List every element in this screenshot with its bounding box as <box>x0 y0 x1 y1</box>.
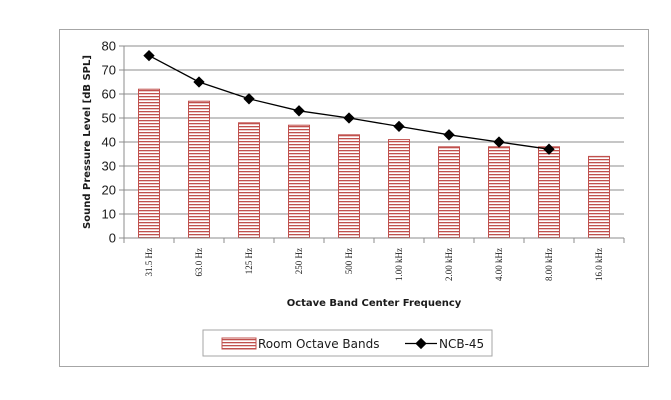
x-tick-label: 1.00 kHz <box>394 248 404 281</box>
bar-2-00-khz <box>438 146 460 239</box>
x-tick-label: 8.00 kHz <box>544 248 554 281</box>
bar-250-hz <box>288 124 310 239</box>
y-tick-label: 40 <box>102 135 116 150</box>
bar-8-00-khz <box>538 146 560 239</box>
bar-16-0-khz <box>588 155 610 239</box>
y-tick-label: 30 <box>102 159 116 174</box>
bar-63-0-hz <box>188 100 210 239</box>
ncb-45-marker <box>193 76 205 88</box>
x-tick-label: 500 Hz <box>344 248 354 274</box>
bar-125-hz <box>238 122 260 239</box>
x-tick-label: 16.0 kHz <box>594 248 604 281</box>
y-tick-label: 50 <box>102 111 116 126</box>
x-tick-label: 250 Hz <box>294 248 304 274</box>
ncb-45-marker <box>493 136 505 148</box>
axes <box>119 45 625 243</box>
bar-4-00-khz <box>488 146 510 239</box>
y-tick-label: 20 <box>102 183 116 198</box>
x-tick-labels: 31.5 Hz 63.0 Hz 125 Hz 250 Hz 500 Hz 1.00 kHz… <box>144 248 604 281</box>
ncb-45-marker <box>293 105 305 117</box>
x-tick-label: 31.5 Hz <box>144 248 154 277</box>
ncb-45-marker <box>143 49 155 62</box>
y-tick-label: 0 <box>109 231 116 246</box>
ncb-45-marker <box>443 129 455 141</box>
y-tick-label: 10 <box>102 207 116 222</box>
y-tick-label: 60 <box>102 87 116 102</box>
legend-label-ncb-45: NCB-45 <box>439 337 484 351</box>
x-tick-label: 2.00 kHz <box>444 248 454 281</box>
bar-500-hz <box>338 134 360 239</box>
ncb-45-marker <box>343 112 355 124</box>
legend-swatch-room-octave-bands <box>221 337 257 350</box>
y-axis-title: Sound Pressure Level [dB SPL] <box>82 55 93 229</box>
y-tick-labels: 0 10 20 30 40 50 60 70 80 <box>102 39 116 246</box>
x-tick-label: 63.0 Hz <box>194 248 204 277</box>
bar-31-5-hz <box>138 88 160 239</box>
legend-swatch-ncb-45-marker <box>415 337 427 350</box>
ncb-45-marker <box>393 120 405 133</box>
legend-label-room-octave-bands: Room Octave Bands <box>258 337 379 351</box>
y-tick-label: 70 <box>102 63 116 78</box>
x-axis-title: Octave Band Center Frequency <box>287 298 462 309</box>
legend: Room Octave Bands NCB-45 <box>202 329 493 357</box>
bars <box>138 88 610 239</box>
ncb-45-marker <box>543 143 555 155</box>
ncb-45-marker <box>243 93 255 105</box>
y-tick-label: 80 <box>102 39 116 54</box>
bar-1-00-khz <box>388 139 410 239</box>
x-tick-label: 125 Hz <box>244 248 254 274</box>
x-tick-label: 4.00 kHz <box>494 248 504 281</box>
